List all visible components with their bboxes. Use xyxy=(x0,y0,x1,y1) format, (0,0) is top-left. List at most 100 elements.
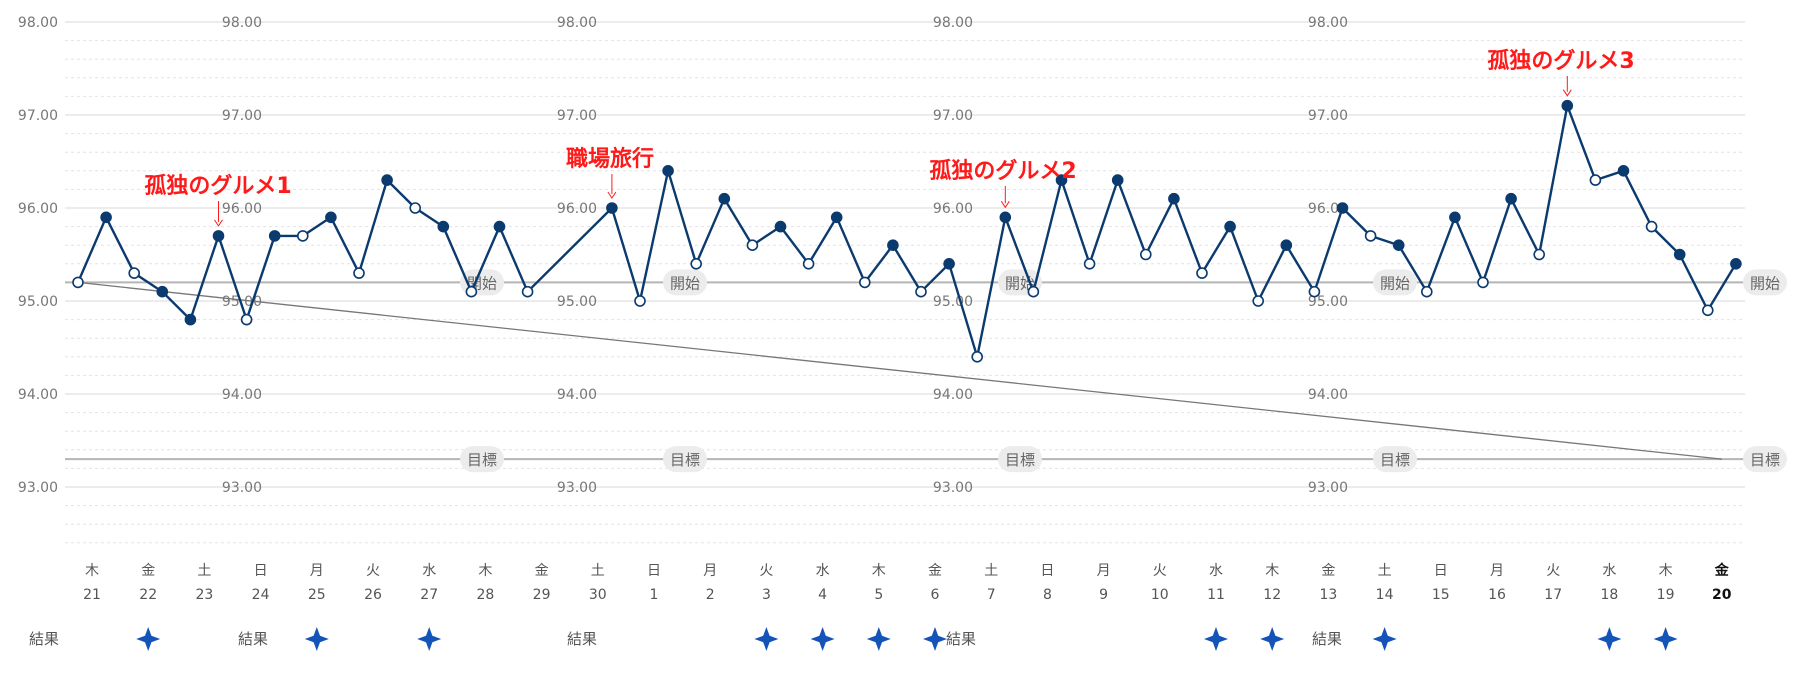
date-label: 19 xyxy=(1657,587,1675,603)
result-star-icon xyxy=(810,627,835,651)
date-label: 20 xyxy=(1712,587,1732,603)
result-star-icon xyxy=(1372,627,1397,651)
series-line xyxy=(76,104,1737,358)
date-label: 26 xyxy=(364,587,382,603)
y-tick-label: 96.00 xyxy=(222,201,262,217)
day-of-week-label: 水 xyxy=(816,563,830,579)
day-of-week-label: 金 xyxy=(1321,563,1335,579)
data-point xyxy=(690,257,703,270)
data-point xyxy=(128,267,140,279)
day-of-week-label: 火 xyxy=(366,563,380,579)
y-tick-label: 93.00 xyxy=(18,480,58,496)
data-point xyxy=(718,192,731,205)
data-point xyxy=(1140,248,1152,261)
y-tick-label: 98.00 xyxy=(18,15,58,31)
annotation-label: 職場旅行 xyxy=(566,146,654,172)
reference-pill xyxy=(663,269,707,296)
date-label: 5 xyxy=(874,587,883,603)
annotation-arrow-head xyxy=(214,219,223,227)
data-point xyxy=(465,285,478,298)
date-label: 24 xyxy=(252,587,270,603)
reference-pill xyxy=(1743,269,1787,296)
y-tick-label: 94.00 xyxy=(222,387,262,403)
day-of-week-label: 月 xyxy=(1490,563,1504,579)
day-of-week-label: 火 xyxy=(1153,563,1167,579)
date-label: 2 xyxy=(706,587,715,603)
day-of-week-label: 木 xyxy=(1659,563,1673,579)
day-of-week-label: 金 xyxy=(535,563,549,579)
y-tick-label: 97.00 xyxy=(557,108,597,124)
data-point xyxy=(296,230,309,242)
data-point xyxy=(1645,220,1658,233)
date-label: 28 xyxy=(476,587,494,603)
annotation-label: 孤独のグルメ3 xyxy=(1487,48,1634,74)
y-axis-ticks: 98.00 98.00 98.00 98.00 98.00 97.00 97.00 97.00… xyxy=(18,15,1348,496)
y-tick-label: 94.00 xyxy=(1308,387,1348,403)
reference-label: 目標 xyxy=(670,451,700,469)
date-label: 29 xyxy=(533,587,551,603)
reference-label: 目標 xyxy=(1005,451,1035,469)
day-of-week-label: 木 xyxy=(478,563,492,579)
data-point xyxy=(1561,99,1574,112)
results-label: 結果 xyxy=(567,630,597,648)
day-of-week-label: 日 xyxy=(1040,563,1054,579)
result-star-icon xyxy=(417,627,442,651)
data-point xyxy=(1392,239,1405,251)
day-of-week-label: 月 xyxy=(703,563,717,579)
result-star-icon xyxy=(866,627,891,651)
date-label: 14 xyxy=(1376,587,1394,603)
day-of-week-label: 火 xyxy=(759,563,773,579)
y-tick-label: 95.00 xyxy=(557,294,597,310)
data-point xyxy=(1505,192,1517,205)
reference-label: 開始 xyxy=(1380,274,1410,292)
date-label: 23 xyxy=(195,587,213,603)
result-star-icon xyxy=(136,627,161,651)
data-point xyxy=(268,230,281,242)
data-point xyxy=(1168,192,1180,205)
data-point xyxy=(1055,174,1068,186)
data-point xyxy=(634,295,646,307)
data-point xyxy=(662,165,674,177)
day-of-week-label: 日 xyxy=(254,563,268,579)
y-tick-label: 94.00 xyxy=(557,387,597,403)
reference-pill xyxy=(1373,446,1417,473)
y-tick-label: 95.00 xyxy=(1308,294,1348,310)
data-point xyxy=(212,230,225,242)
result-star-icon xyxy=(1204,627,1228,651)
annotation-label: 孤独のグルメ1 xyxy=(144,173,291,199)
result-star-icon xyxy=(304,627,329,651)
date-label: 16 xyxy=(1488,587,1506,603)
data-point xyxy=(830,211,843,224)
day-of-week-label: 日 xyxy=(647,563,661,579)
day-of-week-label: 木 xyxy=(85,563,99,579)
reference-label: 目標 xyxy=(1750,451,1780,469)
data-point xyxy=(381,174,393,186)
data-point xyxy=(1477,276,1489,289)
results-label: 結果 xyxy=(946,630,976,648)
data-point xyxy=(100,211,112,224)
date-label: 18 xyxy=(1600,587,1618,603)
y-tick-label: 97.00 xyxy=(222,108,262,124)
data-point xyxy=(1673,248,1686,261)
y-tick-label: 98.00 xyxy=(222,15,262,31)
data-point xyxy=(1308,285,1321,298)
data-point xyxy=(1224,220,1236,233)
data-point xyxy=(1083,257,1096,270)
reference-pill xyxy=(663,446,707,473)
result-star-icon xyxy=(1653,627,1678,651)
y-tick-label: 97.00 xyxy=(1308,108,1348,124)
data-point xyxy=(1196,267,1208,279)
data-point xyxy=(915,285,927,298)
data-point xyxy=(1730,257,1742,270)
data-point xyxy=(1617,165,1630,177)
reference-label: 目標 xyxy=(1380,451,1410,469)
result-star-icon xyxy=(923,627,947,651)
reference-label: 開始 xyxy=(1750,274,1780,292)
data-point xyxy=(521,285,534,298)
data-point xyxy=(971,350,984,363)
y-tick-label: 97.00 xyxy=(933,108,973,124)
date-label: 15 xyxy=(1432,587,1450,603)
day-of-week-label: 金 xyxy=(1714,562,1730,579)
results-label: 結果 xyxy=(29,630,59,648)
